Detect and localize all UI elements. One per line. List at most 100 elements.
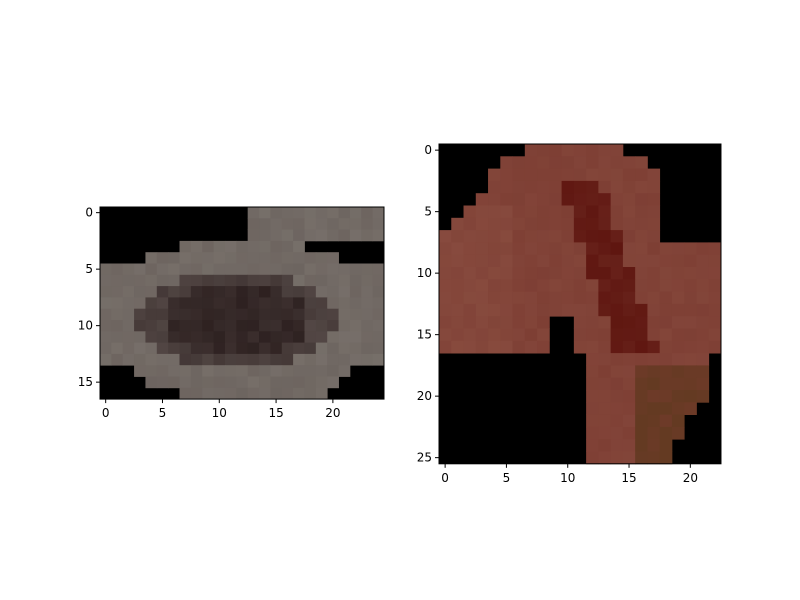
right-pixel — [488, 193, 501, 206]
left-pixel — [190, 274, 203, 287]
right-pixel — [537, 340, 550, 354]
right-y-tick-label: 5 — [424, 205, 432, 219]
left-pixel — [202, 365, 214, 377]
left-pixel — [202, 274, 214, 287]
left-pixel — [111, 331, 124, 343]
left-pixel — [259, 308, 271, 321]
left-pixel — [259, 286, 271, 298]
right-pixel — [708, 267, 722, 280]
left-pixel — [190, 297, 203, 310]
left-pixel — [315, 308, 328, 321]
left-pixel — [304, 342, 317, 355]
right-pixel — [573, 291, 587, 305]
right-y-tick-label: 10 — [417, 266, 432, 280]
right-pixel — [500, 291, 513, 305]
right-image-panel: 0 5 10 15 20 0 5 10 15 20 25 — [417, 143, 722, 485]
left-pixel — [247, 320, 260, 332]
right-pixel — [635, 303, 648, 317]
right-pixel — [598, 267, 612, 280]
right-pixel — [512, 180, 526, 194]
right-pixel — [512, 328, 526, 342]
right-pixel — [573, 340, 587, 354]
left-pixel — [213, 376, 226, 389]
right-pixel — [696, 328, 710, 342]
left-pixel — [111, 320, 124, 332]
right-pixel — [500, 328, 513, 342]
right-pixel — [561, 205, 575, 219]
left-pixel — [213, 286, 226, 298]
right-pixel — [671, 291, 685, 305]
right-pixel — [573, 254, 587, 268]
right-pixel — [635, 353, 648, 366]
right-pixel — [671, 377, 685, 391]
left-pixel — [202, 331, 214, 343]
right-pixel — [622, 414, 636, 428]
right-x-tick-label: 10 — [560, 471, 575, 485]
right-pixel — [708, 340, 722, 354]
left-pixel — [156, 376, 169, 389]
left-pixel — [179, 331, 192, 343]
left-pixel — [168, 376, 180, 389]
right-pixel — [586, 230, 599, 243]
left-pixel — [236, 286, 249, 298]
left-pixel — [270, 274, 283, 287]
left-pixel — [304, 297, 317, 310]
right-pixel — [635, 402, 648, 415]
left-pixel — [213, 263, 226, 276]
right-pixel — [573, 168, 587, 182]
left-pixel — [281, 331, 294, 343]
left-pixel — [372, 308, 385, 321]
right-pixel — [537, 144, 550, 157]
left-pixel — [236, 308, 249, 321]
left-pixel — [202, 286, 214, 298]
right-pixel — [684, 254, 697, 268]
right-pixel — [524, 242, 538, 256]
left-pixel — [122, 308, 135, 321]
right-pixel-grid — [439, 144, 722, 465]
left-pixel — [304, 229, 317, 242]
right-pixel — [451, 267, 464, 280]
right-pixel — [524, 156, 538, 169]
left-pixel — [213, 297, 226, 310]
left-pixel — [293, 297, 305, 310]
right-pixel — [488, 217, 501, 231]
left-pixel — [100, 274, 112, 287]
right-pixel — [708, 279, 722, 292]
left-pixel — [224, 297, 237, 310]
right-pixel — [500, 267, 513, 280]
right-pixel — [659, 353, 673, 366]
left-pixel — [202, 252, 214, 264]
left-pixel — [327, 229, 339, 242]
left-pixel — [338, 308, 351, 321]
right-pixel — [610, 279, 624, 292]
right-pixel — [708, 316, 722, 329]
left-pixel — [236, 320, 249, 332]
right-pixel — [696, 340, 710, 354]
left-pixel — [224, 308, 237, 321]
right-pixel — [500, 254, 513, 268]
left-pixel — [270, 240, 283, 253]
left-pixel — [202, 263, 214, 276]
right-pixel — [463, 279, 477, 292]
right-pixel — [659, 426, 673, 440]
left-pixel — [168, 274, 180, 287]
left-pixel — [259, 387, 271, 400]
left-x-tick-label: 15 — [268, 406, 283, 420]
right-pixel — [671, 242, 685, 256]
right-pixel — [451, 254, 464, 268]
right-pixel — [622, 316, 636, 329]
left-pixel — [327, 297, 339, 310]
right-pixel — [439, 267, 452, 280]
right-pixel — [598, 205, 612, 219]
left-pixel — [134, 286, 146, 298]
left-pixel — [281, 240, 294, 253]
right-pixel — [647, 205, 661, 219]
right-pixel — [512, 316, 526, 329]
left-y-tick-label: 0 — [85, 206, 93, 220]
right-pixel — [610, 328, 624, 342]
left-pixel — [111, 297, 124, 310]
right-pixel — [451, 328, 464, 342]
left-pixel — [259, 320, 271, 332]
left-pixel — [156, 353, 169, 366]
right-pixel — [475, 230, 489, 243]
